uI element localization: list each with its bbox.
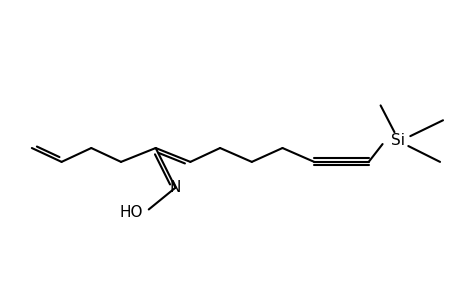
Text: N: N <box>169 180 181 195</box>
Text: Si: Si <box>391 133 404 148</box>
Text: HO: HO <box>119 205 142 220</box>
